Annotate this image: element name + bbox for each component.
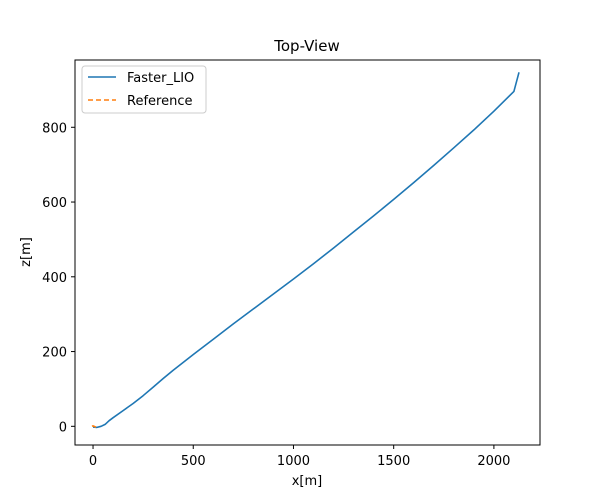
x-tick-label: 1000 bbox=[277, 454, 310, 469]
legend-label-faster-lio: Faster_LIO bbox=[127, 71, 194, 86]
x-tick-label: 2000 bbox=[477, 454, 510, 469]
y-tick-label: 400 bbox=[42, 271, 67, 286]
chart-title: Top-View bbox=[273, 37, 339, 55]
legend-label-reference: Reference bbox=[127, 94, 192, 109]
legend: Faster_LIO Reference bbox=[81, 65, 207, 114]
y-tick-label: 600 bbox=[42, 196, 67, 211]
x-tick-label: 0 bbox=[89, 454, 97, 469]
x-axis-label: x[m] bbox=[292, 474, 323, 489]
y-tick-label: 800 bbox=[42, 121, 67, 136]
y-axis-label: z[m] bbox=[19, 237, 34, 267]
axis-ticks: 0 500 1000 1500 2000 0 200 400 600 800 bbox=[42, 121, 510, 469]
y-tick-label: 0 bbox=[59, 420, 67, 435]
plot-area bbox=[91, 72, 520, 429]
y-tick-label: 200 bbox=[42, 346, 67, 361]
series-line-reference bbox=[91, 425, 97, 428]
x-tick-label: 1500 bbox=[377, 454, 410, 469]
axes-frame bbox=[74, 59, 541, 446]
series-line-faster-lio bbox=[92, 72, 520, 429]
x-tick-label: 500 bbox=[181, 454, 206, 469]
